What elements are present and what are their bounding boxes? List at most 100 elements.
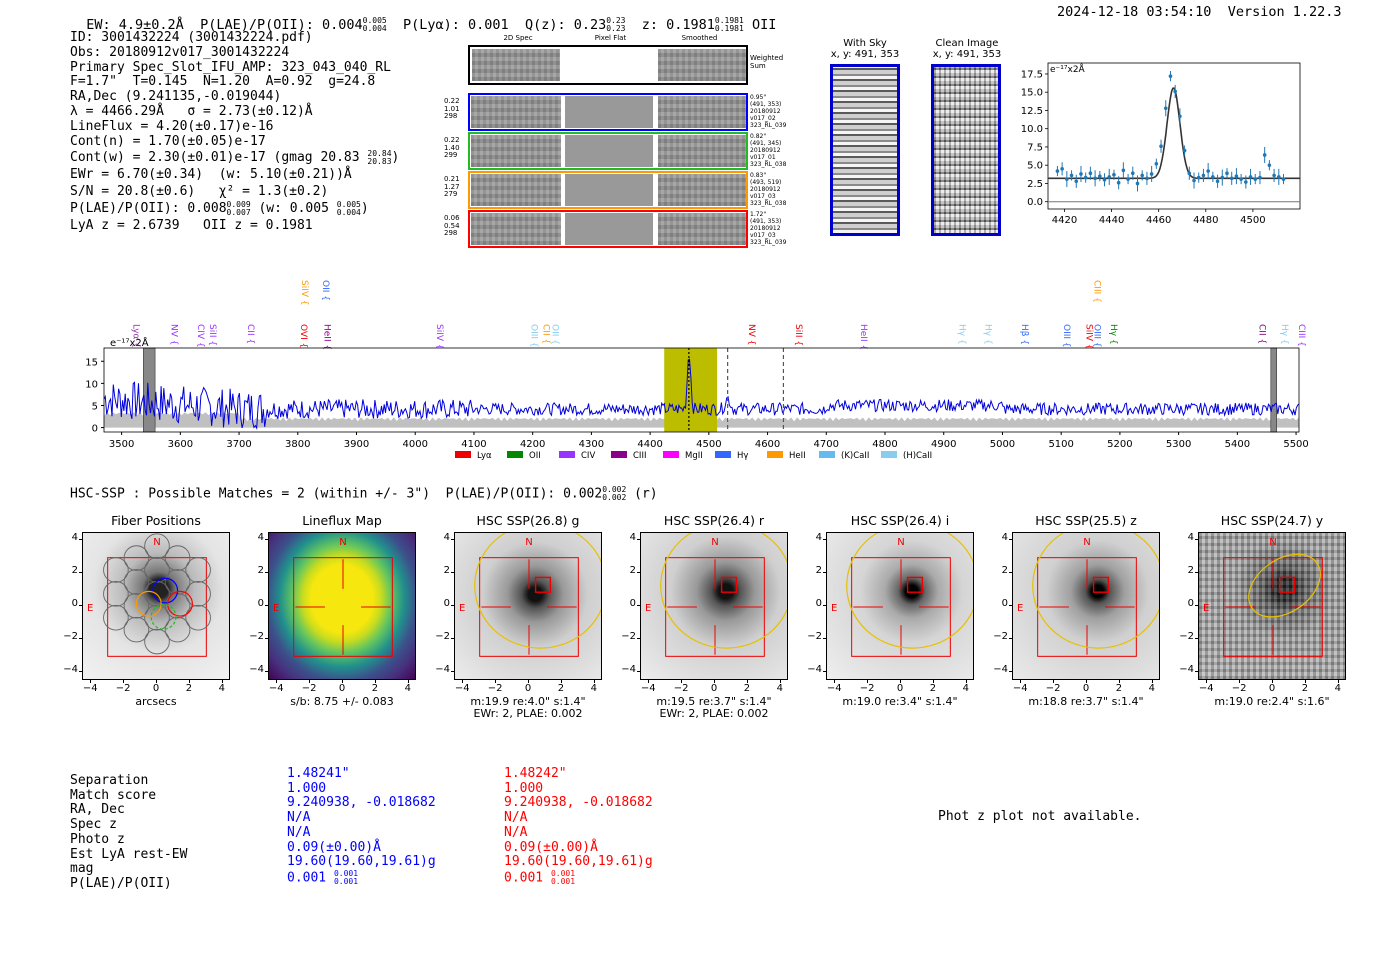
zoom-point xyxy=(1182,148,1187,153)
panel-ytick-label: 2 xyxy=(815,565,822,577)
panel-caption: m:19.0 re:2.4" s:1.6" xyxy=(1214,695,1330,708)
panel-xtick xyxy=(1206,680,1208,683)
spec-line-label: Hγ { xyxy=(957,324,967,345)
panel-xtick-label: −4 xyxy=(82,683,98,694)
cutout-meta-line: 0.83" xyxy=(750,172,767,179)
zoom-point xyxy=(1145,176,1149,181)
panel-ytick xyxy=(79,539,82,541)
cutout-stat: 1.01 xyxy=(444,104,460,113)
panel-aperture-box xyxy=(293,557,393,657)
cutout-stat: 298 xyxy=(444,229,458,237)
fiber-circle xyxy=(185,604,211,631)
panel-xtick xyxy=(1151,680,1153,683)
zoom-point xyxy=(1220,175,1225,180)
cutout-meta-line: 323_RL_038 xyxy=(750,161,787,168)
match-row-label: Match score xyxy=(70,787,157,803)
with-sky-title: With Sky x, y: 491, 353 xyxy=(830,38,900,60)
legend-label: HeII xyxy=(789,451,806,461)
spec-line-label: SiII { xyxy=(207,324,217,346)
legend-label: Hγ xyxy=(737,451,748,461)
spec-line-label: CII { xyxy=(540,324,550,344)
panel-ytick-label: −2 xyxy=(807,630,822,642)
spec-xtick-label: 5500 xyxy=(1283,439,1308,450)
panel-ytick xyxy=(823,572,826,574)
weighted-sum-label: Weighted Sum xyxy=(750,54,784,70)
spec-xtick-label: 4700 xyxy=(814,439,839,450)
panel-xtick xyxy=(1304,680,1306,683)
panel-ytick xyxy=(1195,539,1198,541)
panel-match-box xyxy=(906,576,924,593)
panel-north-label: N xyxy=(525,537,532,548)
panel-north-label: N xyxy=(711,537,718,548)
spec-line-label: OII { xyxy=(550,324,560,345)
panel-match-box xyxy=(1278,576,1296,593)
panel-xtick xyxy=(276,680,278,683)
panel-ytick xyxy=(79,572,82,574)
zoom-point xyxy=(1107,175,1112,179)
panel-caption: s/b: 8.75 +/- 0.083 xyxy=(290,695,394,708)
zoom-point xyxy=(1079,172,1083,176)
cutout-meta-line: (491, 345) xyxy=(750,140,782,147)
cutout-stat: 1.40 xyxy=(444,143,460,152)
match-value: N/A xyxy=(287,824,311,840)
spec-ytick-label: 15 xyxy=(85,357,98,368)
zoom-ytick-label: 2.5 xyxy=(1027,179,1043,190)
spec-xtick-label: 4500 xyxy=(696,439,721,450)
zoom-point xyxy=(1192,178,1196,183)
header-right: 2024-12-18 03:54:10 Version 1.22.3 xyxy=(1057,4,1342,20)
info-lyaz: LyA z = 2.6739 OII z = 0.1981 xyxy=(70,218,313,234)
panel-ytick xyxy=(1009,605,1012,606)
spec-line-label: SiII { xyxy=(793,324,803,346)
match-row-label: RA, Dec xyxy=(70,802,125,818)
panel-xtick-label: 2 xyxy=(929,683,937,694)
zoom-point xyxy=(1168,74,1173,78)
spec-xtick-label: 4200 xyxy=(520,439,545,450)
fiber-circle xyxy=(103,557,129,583)
panel-xtick xyxy=(746,680,748,683)
header-qz-frac: 0.23 0.23 xyxy=(606,16,626,33)
match-value: 0.09(±0.00)Å xyxy=(504,839,598,855)
legend-swatch xyxy=(819,451,835,458)
zoom-point xyxy=(1130,171,1135,176)
info-radec: RA,Dec (9.241135,-0.019044) xyxy=(70,89,282,105)
panel-ytick xyxy=(1195,605,1198,606)
cutout-meta-line: 20180912 xyxy=(750,147,781,154)
panel-xtick xyxy=(1272,680,1273,683)
panel-ytick-label: 4 xyxy=(629,532,636,544)
panel-caption-2: EWr: 2, PLAE: 0.002 xyxy=(473,707,583,720)
panel-xtick-label: 2 xyxy=(1301,683,1309,694)
zoom-point xyxy=(1178,114,1182,119)
header-summary: EW: 4.9±0.2Å P(LAE)/P(OII): 0.004 0.005 0.… xyxy=(70,1,776,34)
panel-east-label: E xyxy=(1203,603,1209,614)
legend-swatch xyxy=(881,451,897,458)
match-table-red: 1.48242" 1.000 9.240938, -0.018682 N/A N/A 0.… xyxy=(504,766,653,886)
clean-image xyxy=(931,64,1001,236)
panel-ytick-label: −4 xyxy=(435,663,450,675)
panel-ytick xyxy=(451,637,454,639)
panel-ytick-label: −2 xyxy=(1179,630,1194,642)
cutout-meta-line: 20180912 xyxy=(750,108,781,115)
match-value: 19.60(19.60,19.61)g xyxy=(504,854,653,870)
info-contn: Cont(n) = 1.70(±0.05)e-17 xyxy=(70,133,266,149)
cutout-meta-line: 323_RL_039 xyxy=(750,122,787,129)
panel-north-label: N xyxy=(1269,537,1276,548)
info-sn: S/N = 20.8(±0.6) χ² = 1.3(±0.2) xyxy=(70,184,329,200)
cutout-row xyxy=(468,171,748,209)
zoom-point xyxy=(1262,153,1267,157)
panel-title: HSC SSP(26.4) r xyxy=(663,513,765,528)
panel-ytick-label: −4 xyxy=(807,663,822,675)
spec-line-label: SiIV { xyxy=(299,280,309,306)
panel-ytick-label: 4 xyxy=(815,532,822,544)
zoom-point xyxy=(1281,177,1286,181)
match-value: 9.240938, -0.018682 xyxy=(504,795,653,811)
panel-ytick xyxy=(1009,539,1012,541)
spec-xtick-label: 3900 xyxy=(344,439,369,450)
panel-ytick-label: −4 xyxy=(249,663,264,675)
panel-aperture-box xyxy=(479,557,579,657)
spec-xtick-label: 5300 xyxy=(1166,439,1191,450)
spec-xtick-label: 4900 xyxy=(931,439,956,450)
spec-line-label: OIII { xyxy=(1092,324,1102,348)
panel-ellipse xyxy=(660,533,787,649)
photz-message: Phot z plot not available. xyxy=(938,809,1142,824)
